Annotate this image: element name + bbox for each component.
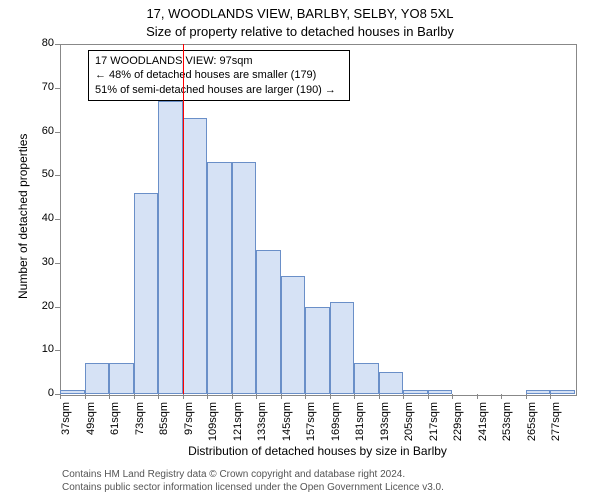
x-tick-label: 193sqm [379,402,391,452]
x-tick-mark [256,394,257,399]
y-tick-label: 80 [32,37,54,49]
x-tick-mark [183,394,184,399]
x-tick-mark [550,394,551,399]
histogram-bar [158,101,183,394]
y-axis-label: Number of detached properties [16,134,30,299]
y-tick-mark [55,132,60,133]
x-tick-label: 217sqm [428,402,440,452]
histogram-bar [550,390,575,394]
x-tick-label: 169sqm [330,402,342,452]
x-tick-label: 49sqm [85,402,97,452]
y-tick-mark [55,219,60,220]
x-tick-mark [134,394,135,399]
annotation-line-2: ← 48% of detached houses are smaller (17… [95,68,343,82]
property-marker-line [183,44,184,394]
x-tick-label: 205sqm [403,402,415,452]
x-tick-mark [281,394,282,399]
chart-title-address: 17, WOODLANDS VIEW, BARLBY, SELBY, YO8 5… [0,6,600,21]
x-tick-mark [452,394,453,399]
y-tick-label: 0 [32,387,54,399]
x-tick-label: 265sqm [526,402,538,452]
histogram-bar [60,390,85,394]
annotation-box: 17 WOODLANDS VIEW: 97sqm ← 48% of detach… [88,50,350,101]
histogram-bar [330,302,355,394]
histogram-bar [428,390,453,394]
histogram-bar [183,118,208,394]
histogram-bar [256,250,281,394]
x-tick-mark [60,394,61,399]
histogram-bar [526,390,551,394]
x-tick-label: 253sqm [501,402,513,452]
x-tick-mark [501,394,502,399]
chart-title-subtitle: Size of property relative to detached ho… [0,24,600,39]
x-tick-label: 277sqm [550,402,562,452]
x-tick-mark [403,394,404,399]
y-tick-mark [55,88,60,89]
y-tick-label: 50 [32,168,54,180]
histogram-bar [403,390,428,394]
x-tick-label: 241sqm [477,402,489,452]
x-tick-mark [428,394,429,399]
histogram-bar [207,162,232,394]
x-tick-mark [232,394,233,399]
x-tick-label: 181sqm [354,402,366,452]
histogram-bar [281,276,306,394]
x-tick-mark [526,394,527,399]
footer-line-2: Contains public sector information licen… [62,481,444,494]
footer-attribution: Contains HM Land Registry data © Crown c… [62,468,444,494]
annotation-line-1: 17 WOODLANDS VIEW: 97sqm [95,54,343,68]
x-tick-mark [109,394,110,399]
y-tick-label: 40 [32,212,54,224]
histogram-bar [354,363,379,394]
x-tick-mark [207,394,208,399]
y-tick-label: 60 [32,125,54,137]
x-tick-label: 97sqm [183,402,195,452]
x-tick-mark [85,394,86,399]
x-tick-label: 37sqm [60,402,72,452]
histogram-bar [232,162,257,394]
annotation-line-3: 51% of semi-detached houses are larger (… [95,83,343,97]
x-tick-label: 73sqm [134,402,146,452]
x-tick-mark [379,394,380,399]
y-tick-mark [55,175,60,176]
x-tick-mark [354,394,355,399]
x-tick-label: 121sqm [232,402,244,452]
x-tick-mark [305,394,306,399]
histogram-bar [379,372,404,394]
histogram-bar [109,363,134,394]
footer-line-1: Contains HM Land Registry data © Crown c… [62,468,444,481]
histogram-bar [85,363,110,394]
x-tick-label: 145sqm [281,402,293,452]
histogram-bar [134,193,159,394]
x-tick-label: 61sqm [109,402,121,452]
y-tick-label: 10 [32,343,54,355]
y-tick-mark [55,307,60,308]
x-tick-label: 109sqm [207,402,219,452]
x-tick-label: 85sqm [158,402,170,452]
x-tick-mark [477,394,478,399]
y-tick-label: 70 [32,81,54,93]
x-tick-mark [330,394,331,399]
y-tick-mark [55,44,60,45]
x-tick-label: 157sqm [305,402,317,452]
y-tick-mark [55,263,60,264]
histogram-bar [305,307,330,395]
x-tick-label: 229sqm [452,402,464,452]
x-tick-mark [158,394,159,399]
x-tick-label: 133sqm [256,402,268,452]
y-tick-mark [55,350,60,351]
y-tick-label: 30 [32,256,54,268]
y-tick-label: 20 [32,300,54,312]
